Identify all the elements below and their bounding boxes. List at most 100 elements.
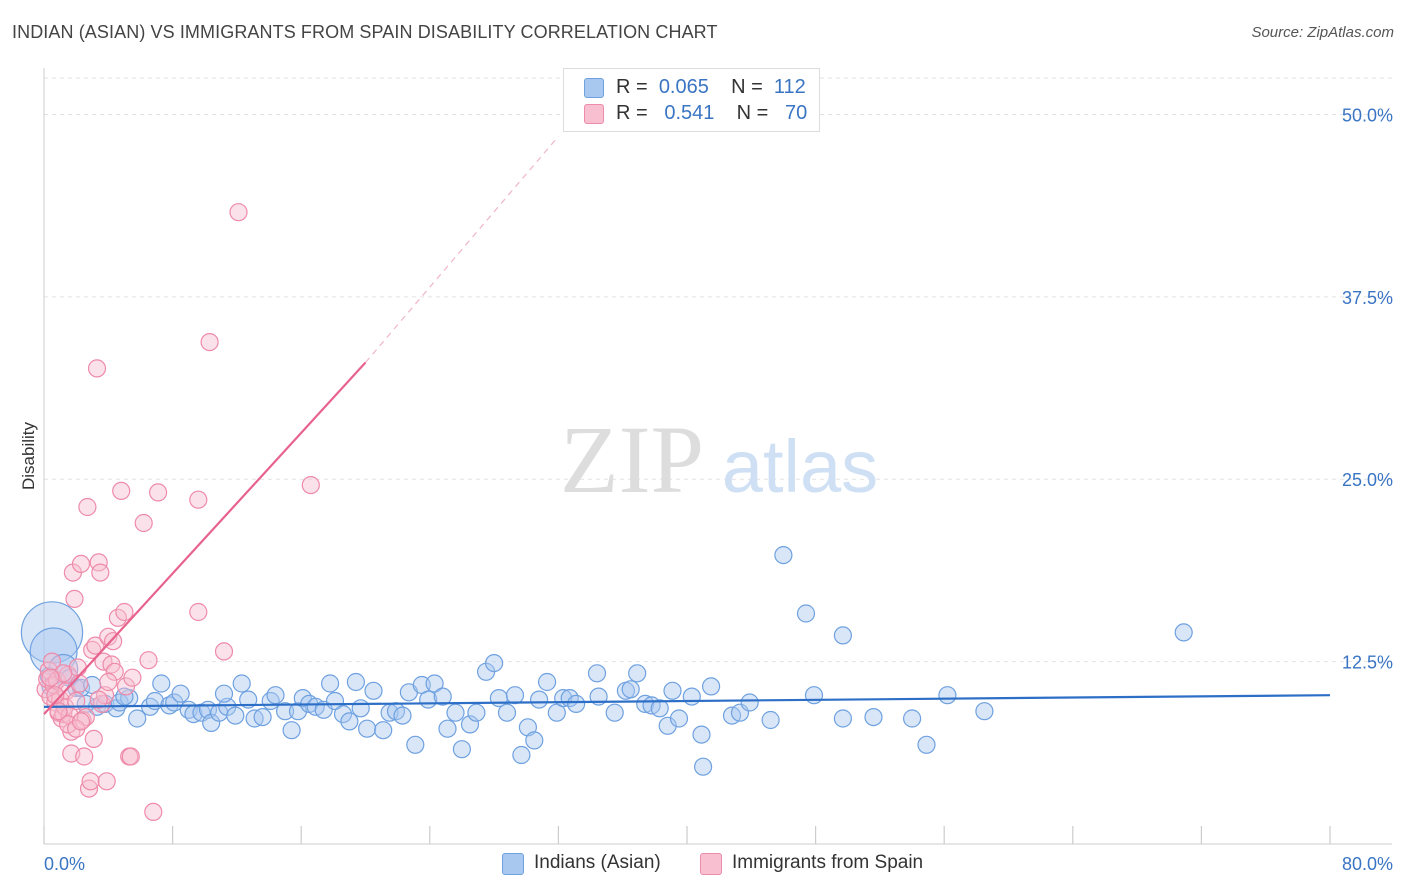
- trend-lines: [43, 135, 1331, 715]
- spain-point: [89, 690, 108, 709]
- series-label-spain: Immigrants from Spain: [732, 852, 924, 873]
- legend-r-label: R =: [616, 102, 648, 124]
- indians-point: [917, 735, 936, 754]
- indians-point: [692, 725, 711, 744]
- spain-point: [301, 476, 320, 495]
- series-swatch-spain: [700, 853, 722, 875]
- legend-n-label: N =: [736, 102, 769, 124]
- y-tick-label: 37.5%: [1342, 288, 1393, 308]
- legend-swatch-spain: [584, 104, 604, 124]
- indians-point: [29, 627, 78, 676]
- data-points: [20, 203, 1193, 822]
- watermark-zip: ZIP: [560, 406, 704, 513]
- spain-point: [78, 497, 97, 517]
- indians-point: [232, 674, 251, 693]
- indians-point: [282, 721, 301, 740]
- indians-point: [321, 674, 340, 693]
- spain-point: [149, 483, 168, 502]
- indians-point: [467, 703, 486, 722]
- spain-point: [229, 203, 248, 222]
- indians-point: [636, 694, 655, 714]
- indians-point: [497, 703, 517, 722]
- indians-point: [621, 680, 640, 699]
- spain-point: [91, 563, 110, 582]
- indians-point: [701, 677, 721, 696]
- spain-point: [75, 747, 94, 766]
- correlation-legend: R = 0.065 N = 112 R = 0.541 N = 70: [563, 68, 820, 132]
- indians-point: [358, 719, 377, 738]
- y-tick-label: 12.5%: [1342, 653, 1393, 673]
- indians-point: [833, 626, 853, 645]
- indians-point: [693, 757, 713, 776]
- indians-point: [425, 674, 444, 693]
- legend-swatch-indians: [584, 78, 604, 98]
- indians-point: [902, 709, 922, 728]
- indians-point: [152, 674, 171, 693]
- spain-point: [71, 712, 91, 731]
- y-tick-label: 25.0%: [1342, 470, 1393, 490]
- indians-point: [975, 702, 994, 721]
- series-swatch-indians: [502, 853, 524, 875]
- legend-n-label: N =: [731, 76, 763, 98]
- indians-point: [452, 740, 471, 759]
- indians-point: [226, 706, 245, 725]
- indians-point: [669, 709, 689, 728]
- indians-point: [433, 687, 452, 706]
- legend-r-value: 0.065: [658, 76, 709, 98]
- gridlines: [44, 77, 1392, 663]
- spain-point: [123, 668, 142, 687]
- x-tick-label: 80.0%: [1342, 854, 1393, 874]
- indians-point: [374, 721, 393, 740]
- indians-point: [587, 664, 607, 683]
- chart-title: INDIAN (ASIAN) VS IMMIGRANTS FROM SPAIN …: [12, 22, 718, 42]
- spain-point: [41, 668, 60, 687]
- indians-point: [406, 735, 425, 754]
- indians-point: [658, 716, 677, 735]
- spain-point: [65, 589, 84, 609]
- x-tick-label: 0.0%: [44, 854, 85, 874]
- spain-point: [105, 662, 124, 681]
- indians-trend-line: [43, 694, 1331, 708]
- indians-point: [485, 653, 504, 673]
- spain-point: [79, 779, 99, 798]
- indians-point: [239, 690, 258, 709]
- indians-point: [253, 707, 272, 727]
- tick-labels: 12.5% 25.0% 37.5% 50.0% 0.0% 80.0%: [44, 105, 1393, 874]
- indians-point: [512, 745, 531, 765]
- y-tick-label: 50.0%: [1342, 105, 1393, 125]
- indians-point: [214, 684, 234, 703]
- spain-point: [134, 513, 153, 533]
- indians-point: [1174, 623, 1193, 642]
- indians-point: [761, 710, 780, 730]
- indians-point: [537, 672, 557, 692]
- spain-trend-extension: [365, 135, 559, 363]
- spain-point: [103, 632, 123, 651]
- indians-point: [650, 699, 669, 718]
- legend-r-label: R =: [616, 76, 648, 98]
- indians-point: [525, 731, 544, 750]
- indians-point: [346, 672, 365, 692]
- indians-point: [804, 686, 824, 705]
- indians-point: [682, 687, 701, 706]
- indians-point: [128, 709, 147, 728]
- spain-point: [112, 481, 131, 500]
- spain-point: [87, 359, 107, 378]
- legend-n-value: 112: [773, 76, 806, 98]
- indians-point: [460, 715, 480, 734]
- indians-point: [505, 686, 525, 705]
- spain-point: [42, 652, 62, 671]
- legend-n-value: 70: [785, 102, 808, 124]
- axes: [43, 68, 1392, 845]
- indians-point: [446, 703, 465, 722]
- spain-point: [200, 333, 219, 352]
- spain-point: [121, 747, 140, 766]
- indians-point: [340, 712, 359, 731]
- spain-point: [97, 772, 116, 791]
- indians-point: [351, 699, 370, 718]
- spain-point: [86, 636, 105, 655]
- indians-point: [333, 704, 353, 724]
- indians-point: [864, 707, 883, 727]
- watermark: ZIP atlas: [560, 406, 878, 513]
- series-label-indians: Indians (Asian): [534, 852, 661, 873]
